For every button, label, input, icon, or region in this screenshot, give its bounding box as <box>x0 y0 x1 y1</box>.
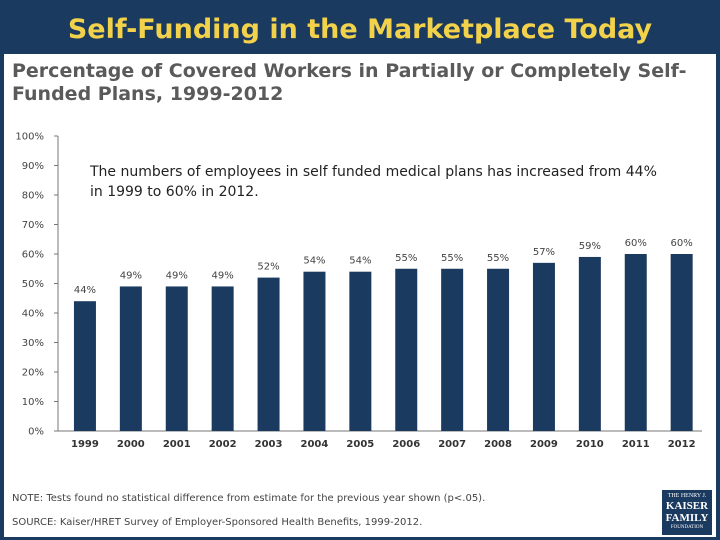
data-label: 55% <box>441 253 463 264</box>
logo-line-2: KAISER <box>665 500 709 512</box>
y-tick-label: 30% <box>22 338 44 349</box>
x-tick-label: 2002 <box>209 439 237 450</box>
chart-note: NOTE: Tests found no statistical differe… <box>12 493 486 504</box>
data-label: 55% <box>487 253 509 264</box>
x-tick-label: 2004 <box>301 439 329 450</box>
bar <box>303 271 326 431</box>
x-tick-label: 2007 <box>438 439 466 450</box>
data-label: 60% <box>671 238 693 249</box>
y-tick-label: 0% <box>28 427 44 438</box>
logo-line-4: FOUNDATION <box>670 525 704 530</box>
x-tick-label: 2008 <box>484 439 512 450</box>
chart-title: Percentage of Covered Workers in Partial… <box>12 60 687 105</box>
y-tick-label: 90% <box>22 161 44 172</box>
bar <box>578 256 601 431</box>
data-label: 55% <box>395 253 417 264</box>
x-tick-label: 2006 <box>392 439 420 450</box>
x-tick-label: 2011 <box>622 439 650 450</box>
data-label: 54% <box>349 256 371 267</box>
x-tick-label: 2001 <box>163 439 191 450</box>
y-tick-label: 100% <box>15 132 44 143</box>
bar <box>441 268 464 431</box>
data-label: 49% <box>166 270 188 281</box>
x-tick-label: 2009 <box>530 439 558 450</box>
chart-panel: Percentage of Covered Workers in Partial… <box>4 54 716 537</box>
bar <box>119 286 142 431</box>
y-tick-label: 10% <box>22 397 44 408</box>
bar <box>487 268 510 431</box>
y-tick-label: 80% <box>22 191 44 202</box>
bar <box>165 286 188 431</box>
x-tick-label: 2003 <box>255 439 283 450</box>
y-tick-label: 50% <box>22 279 44 290</box>
y-tick-label: 70% <box>22 220 44 231</box>
y-tick-label: 40% <box>22 309 44 320</box>
kaiser-family-foundation-logo: THE HENRY J. KAISER FAMILY FOUNDATION <box>662 490 712 535</box>
x-tick-label: 2010 <box>576 439 604 450</box>
bar <box>670 254 693 431</box>
bar <box>395 268 418 431</box>
x-tick-label: 2012 <box>668 439 696 450</box>
bar <box>211 286 234 431</box>
bar <box>532 262 555 431</box>
data-label: 54% <box>303 256 325 267</box>
x-tick-label: 1999 <box>71 439 99 450</box>
data-label: 60% <box>625 238 647 249</box>
data-label: 49% <box>120 270 142 281</box>
bar <box>257 277 280 431</box>
data-label: 52% <box>257 262 279 273</box>
x-tick-label: 2000 <box>117 439 145 450</box>
slide-title: Self-Funding in the Marketplace Today <box>67 14 653 45</box>
data-label: 49% <box>212 270 234 281</box>
data-label: 59% <box>579 241 601 252</box>
y-tick-label: 20% <box>22 368 44 379</box>
bar <box>624 254 647 431</box>
bar <box>349 271 372 431</box>
logo-line-1: THE HENRY J. <box>667 493 707 499</box>
chart-source: SOURCE: Kaiser/HRET Survey of Employer-S… <box>12 517 423 528</box>
data-label: 57% <box>533 247 555 258</box>
logo-line-3: FAMILY <box>665 512 709 524</box>
y-tick-label: 60% <box>22 250 44 261</box>
data-label: 44% <box>74 285 96 296</box>
bar <box>73 301 96 431</box>
bar-chart: 0% 10% 20% 30% 40% 50% 60% 70% 80% 90% 100% 44% 1999… <box>15 132 702 450</box>
x-tick-label: 2005 <box>346 439 374 450</box>
chart-annotation: The numbers of employees in self funded … <box>90 164 657 200</box>
